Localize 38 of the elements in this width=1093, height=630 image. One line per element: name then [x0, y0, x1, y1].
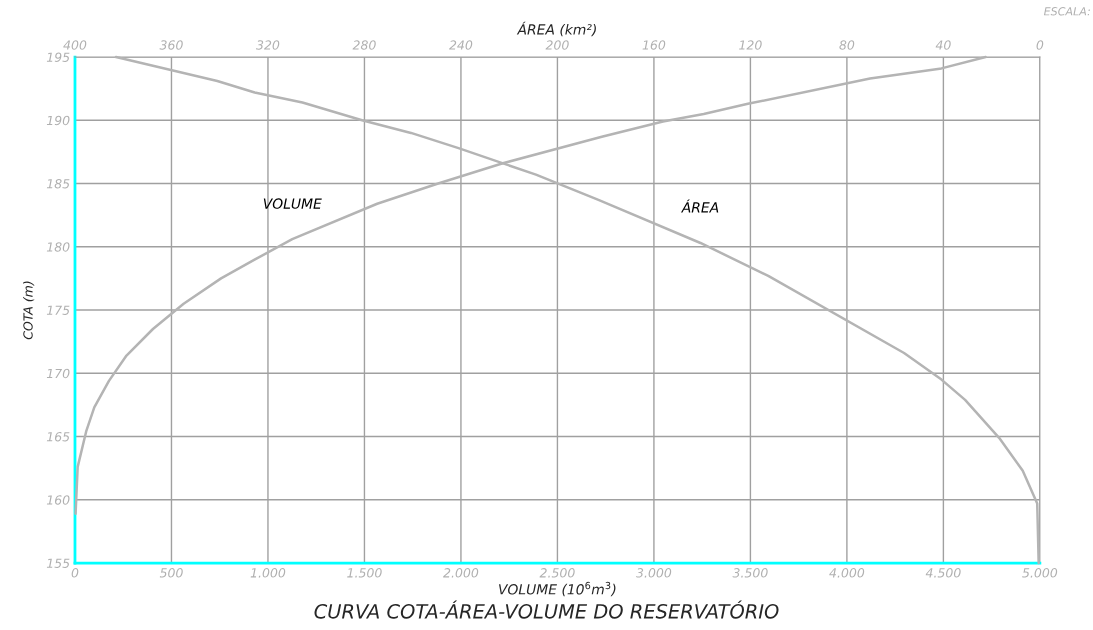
x-tick-label: 3.000 [636, 568, 672, 578]
text: ESCALA: [1043, 7, 1090, 16]
y-tick-label: 185 [46, 178, 70, 189]
x-tick-label: 2.500 [539, 568, 575, 578]
y-tick-label: 190 [46, 115, 70, 126]
x-tick-label: 1.500 [347, 568, 382, 578]
y-tick-label: 155 [46, 558, 70, 568]
x-tick-label: 3.500 [732, 568, 768, 578]
x2-tick-label: 160 [642, 40, 666, 50]
x-tick-label: 1.000 [250, 568, 286, 578]
x2-tick-label: 280 [352, 40, 376, 50]
x-tick-label: 4.000 [829, 568, 865, 578]
x2-tick-label: 40 [935, 40, 951, 50]
x-tick-label: 4.500 [925, 568, 961, 578]
x-axis-title: VOLUME (10$^{6}$m$^{3}$) [499, 581, 616, 597]
y-axis-title: COTA (m) [23, 281, 35, 340]
x2-tick-label: 200 [545, 40, 569, 50]
text: CURVA COTA-ÁREA-VOLUME DO RESERVATÓRIO [314, 600, 779, 619]
y-tick-label: 195 [46, 52, 70, 62]
series-label: VOLUME [263, 198, 322, 209]
series-label: ÁREA [681, 199, 719, 213]
x2-tick-label: 320 [256, 40, 280, 50]
x-tick-label: 5.000 [1022, 568, 1058, 578]
x-tick-label: 500 [159, 568, 183, 578]
y-tick-label: 170 [46, 368, 70, 379]
x2-tick-label: 80 [839, 40, 855, 50]
x2-tick-label: 400 [63, 40, 87, 50]
y-tick-label: 165 [46, 432, 70, 442]
y-tick-label: 160 [46, 495, 70, 505]
x-tick-label: 0 [71, 568, 79, 578]
x2-axis-title: ÁREA (km²) [516, 21, 596, 37]
y-tick-label: 175 [46, 305, 70, 315]
x2-tick-label: 240 [449, 40, 473, 50]
x2-tick-label: 360 [159, 40, 183, 50]
y-tick-label: 180 [46, 242, 70, 252]
x2-tick-label: 0 [1036, 40, 1044, 50]
x2-tick-label: 120 [739, 40, 762, 50]
x-tick-label: 2.000 [443, 568, 479, 578]
